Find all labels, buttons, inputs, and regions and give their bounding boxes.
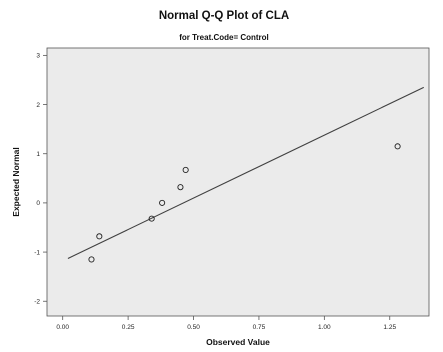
x-axis-label: Observed Value	[206, 337, 270, 347]
data-point	[96, 233, 103, 240]
data-point	[88, 256, 95, 263]
y-tick-label: -1	[34, 249, 40, 256]
data-point	[148, 215, 155, 222]
data-points	[88, 143, 401, 263]
x-tick-label: 0.50	[187, 324, 200, 331]
x-tick-label: 0.75	[253, 324, 266, 331]
data-point	[159, 199, 166, 206]
plot-area	[46, 47, 430, 317]
x-tick-label: 1.25	[383, 324, 396, 331]
x-tick-label: 0.25	[122, 324, 135, 331]
y-tick-label: 1	[36, 151, 40, 158]
y-tick-label: 0	[36, 200, 40, 207]
y-tick-label: 3	[36, 53, 40, 60]
x-axis: 0.00 0.25 0.50 0.75 1.00 1.25	[56, 316, 396, 331]
x-tick-label: 0.00	[56, 324, 69, 331]
chart-subtitle: for Treat.Code= Control	[179, 33, 269, 42]
chart-title: Normal Q-Q Plot of CLA	[159, 10, 289, 22]
y-axis: 3 2 1 0 -1 -2	[34, 53, 47, 306]
data-point	[177, 184, 184, 191]
y-axis-label: Expected Normal	[11, 147, 21, 216]
reference-line-group	[67, 86, 425, 259]
data-point	[394, 143, 401, 150]
reference-line	[67, 86, 425, 259]
x-tick-label: 1.00	[318, 324, 331, 331]
y-tick-label: -2	[34, 299, 40, 306]
data-point	[182, 166, 189, 174]
y-tick-label: 2	[36, 102, 40, 109]
